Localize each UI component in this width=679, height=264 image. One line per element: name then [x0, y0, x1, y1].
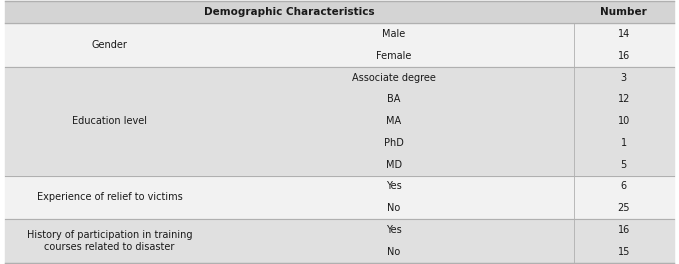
Text: No: No — [387, 247, 401, 257]
Text: 16: 16 — [617, 225, 630, 235]
Text: Experience of relief to victims: Experience of relief to victims — [37, 192, 183, 202]
Text: Associate degree: Associate degree — [352, 73, 436, 83]
Text: Education level: Education level — [72, 116, 147, 126]
Text: 10: 10 — [617, 116, 630, 126]
Bar — [5, 23, 674, 67]
Text: 14: 14 — [617, 29, 630, 39]
Text: Number: Number — [600, 7, 647, 17]
Text: 25: 25 — [617, 203, 630, 213]
Text: 3: 3 — [621, 73, 627, 83]
Text: 6: 6 — [621, 181, 627, 191]
Text: No: No — [387, 203, 401, 213]
Bar — [5, 1, 674, 23]
Text: PhD: PhD — [384, 138, 404, 148]
Text: 16: 16 — [617, 51, 630, 61]
Text: Demographic Characteristics: Demographic Characteristics — [204, 7, 375, 17]
Text: MD: MD — [386, 160, 402, 170]
Text: BA: BA — [387, 94, 401, 104]
Text: History of participation in training
courses related to disaster: History of participation in training cou… — [27, 230, 192, 252]
Text: Yes: Yes — [386, 181, 402, 191]
Bar — [5, 176, 674, 219]
Text: 15: 15 — [617, 247, 630, 257]
Text: Female: Female — [376, 51, 411, 61]
Text: MA: MA — [386, 116, 401, 126]
Text: Yes: Yes — [386, 225, 402, 235]
Text: 12: 12 — [617, 94, 630, 104]
Text: Male: Male — [382, 29, 405, 39]
Bar — [5, 67, 674, 176]
Text: 5: 5 — [621, 160, 627, 170]
Text: 1: 1 — [621, 138, 627, 148]
Text: Gender: Gender — [92, 40, 128, 50]
Bar — [5, 219, 674, 263]
